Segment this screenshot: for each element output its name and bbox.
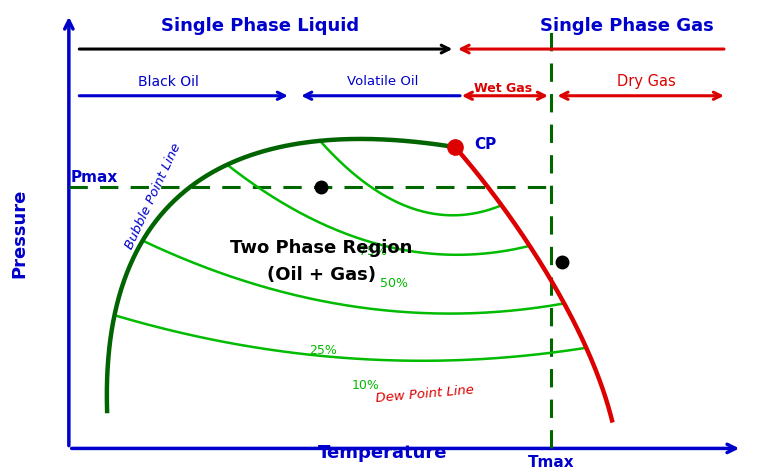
- Text: Black Oil: Black Oil: [138, 75, 199, 89]
- Text: Bubble Point Line: Bubble Point Line: [122, 141, 184, 251]
- Text: Dry Gas: Dry Gas: [617, 74, 675, 89]
- Text: 75%: 75%: [359, 245, 386, 258]
- Text: Pressure: Pressure: [10, 189, 28, 278]
- Text: Dew Point Line: Dew Point Line: [375, 384, 474, 405]
- Text: 50%: 50%: [379, 277, 408, 290]
- Text: Two Phase Region
(Oil + Gas): Two Phase Region (Oil + Gas): [230, 239, 412, 284]
- Text: Temperature: Temperature: [317, 445, 448, 463]
- Text: Volatile Oil: Volatile Oil: [347, 75, 418, 88]
- Text: Single Phase Liquid: Single Phase Liquid: [161, 17, 359, 35]
- Text: Single Phase Gas: Single Phase Gas: [540, 17, 715, 35]
- Text: Tmax: Tmax: [528, 455, 574, 471]
- Text: CP: CP: [474, 137, 496, 152]
- Text: Pmax: Pmax: [70, 169, 118, 184]
- Text: 25%: 25%: [309, 344, 337, 357]
- Text: Wet Gas: Wet Gas: [474, 82, 532, 95]
- Text: 10%: 10%: [352, 379, 379, 392]
